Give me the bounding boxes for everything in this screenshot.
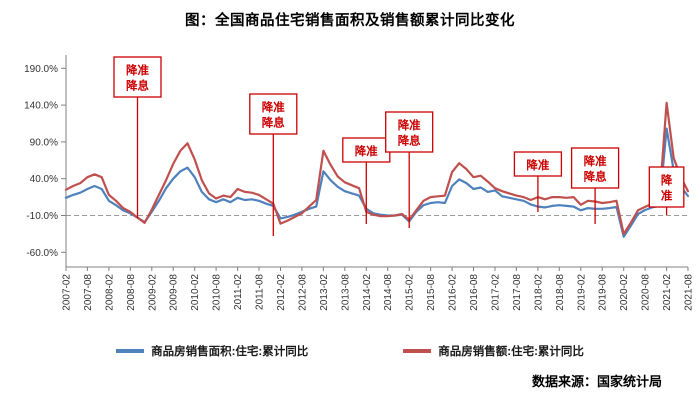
x-tick-label: 2021-02: [662, 274, 673, 311]
annotation-text: 降准: [398, 118, 421, 132]
x-tick-label: 2010-02: [190, 274, 201, 311]
x-tick-label: 2014-08: [383, 274, 394, 311]
data-source-label: 数据来源：国家统计局: [531, 374, 662, 389]
x-tick-label: 2014-02: [362, 274, 373, 311]
x-tick-label: 2016-02: [448, 274, 459, 311]
y-tick-label: -60.0%: [26, 248, 58, 259]
x-tick-label: 2011-02: [233, 274, 244, 310]
y-tick-label: -10.0%: [26, 211, 58, 222]
x-tick-label: 2020-08: [641, 274, 652, 311]
x-tick-label: 2019-02: [576, 274, 587, 311]
annotation-box: [513, 151, 563, 177]
y-tick-label: 140.0%: [24, 101, 58, 112]
x-tick-label: 2013-08: [340, 274, 351, 311]
x-tick-label: 2012-08: [297, 274, 308, 311]
annotation-box: [385, 111, 434, 153]
x-tick-label: 2009-08: [169, 274, 180, 311]
annotation-text: 降准: [126, 63, 149, 77]
legend-item-sales-amount: 商品房销售额:住宅:累计同比: [403, 343, 584, 359]
annotation-text: 降准: [526, 158, 549, 172]
x-tick-label: 2018-08: [555, 274, 566, 311]
annotation-box: [113, 56, 162, 98]
x-tick-label: 2012-02: [276, 274, 287, 311]
x-tick-label: 2015-08: [426, 274, 437, 311]
legend-item-sales-area: 商品房销售面积:住宅:累计同比: [116, 343, 308, 359]
x-tick-label: 2017-08: [512, 274, 523, 311]
legend-label-sales-area: 商品房销售面积:住宅:累计同比: [151, 346, 309, 358]
x-tick-label: 2021-08: [684, 274, 695, 311]
y-tick-label: 190.0%: [24, 64, 58, 75]
x-tick-label: 2007-08: [83, 274, 94, 311]
chart-title: 图：全国商品住宅销售面积及销售额累计同比变化: [185, 13, 515, 29]
x-tick-label: 2019-08: [598, 274, 609, 311]
x-tick-label: 2018-02: [533, 274, 544, 311]
legend-swatch-sales-area: [116, 349, 145, 353]
x-tick-label: 2020-02: [619, 274, 630, 311]
annotation-box: [648, 166, 685, 208]
x-tick-label: 2010-08: [212, 274, 223, 311]
x-tick-label: 2009-02: [147, 274, 158, 311]
annotation-text: 降准: [262, 100, 285, 114]
x-tick-label: 2008-08: [126, 274, 137, 311]
x-tick-label: 2008-02: [104, 274, 115, 311]
y-tick-label: 40.0%: [30, 174, 58, 185]
x-tick-label: 2017-02: [491, 274, 502, 311]
x-tick-label: 2013-02: [319, 274, 330, 311]
annotation-text: 降准: [355, 144, 378, 158]
legend-label-sales-amount: 商品房销售额:住宅:累计同比: [438, 346, 584, 358]
series-line-0: [64, 127, 690, 238]
legend: 商品房销售面积:住宅:累计同比 商品房销售额:住宅:累计同比: [0, 343, 700, 359]
x-tick-label: 2011-08: [255, 274, 266, 310]
annotation-text: 降息: [398, 134, 421, 148]
annotation-text: 降息: [126, 79, 149, 93]
annotation-text: 降: [661, 173, 673, 187]
annotation-text: 准: [661, 189, 673, 203]
annotation-text: 降息: [262, 116, 285, 130]
y-tick-label: 90.0%: [30, 137, 58, 148]
x-tick-label: 2015-02: [405, 274, 416, 311]
annotation-box: [249, 93, 298, 135]
annotation-text: 降息: [584, 170, 607, 184]
x-tick-label: 2016-08: [469, 274, 480, 311]
legend-swatch-sales-amount: [403, 349, 432, 353]
annotation-text: 降准: [584, 154, 607, 168]
x-tick-label: 2007-02: [62, 274, 73, 311]
annotation-box: [570, 147, 620, 189]
annotation-box: [342, 137, 391, 163]
series-line-1: [64, 101, 690, 235]
